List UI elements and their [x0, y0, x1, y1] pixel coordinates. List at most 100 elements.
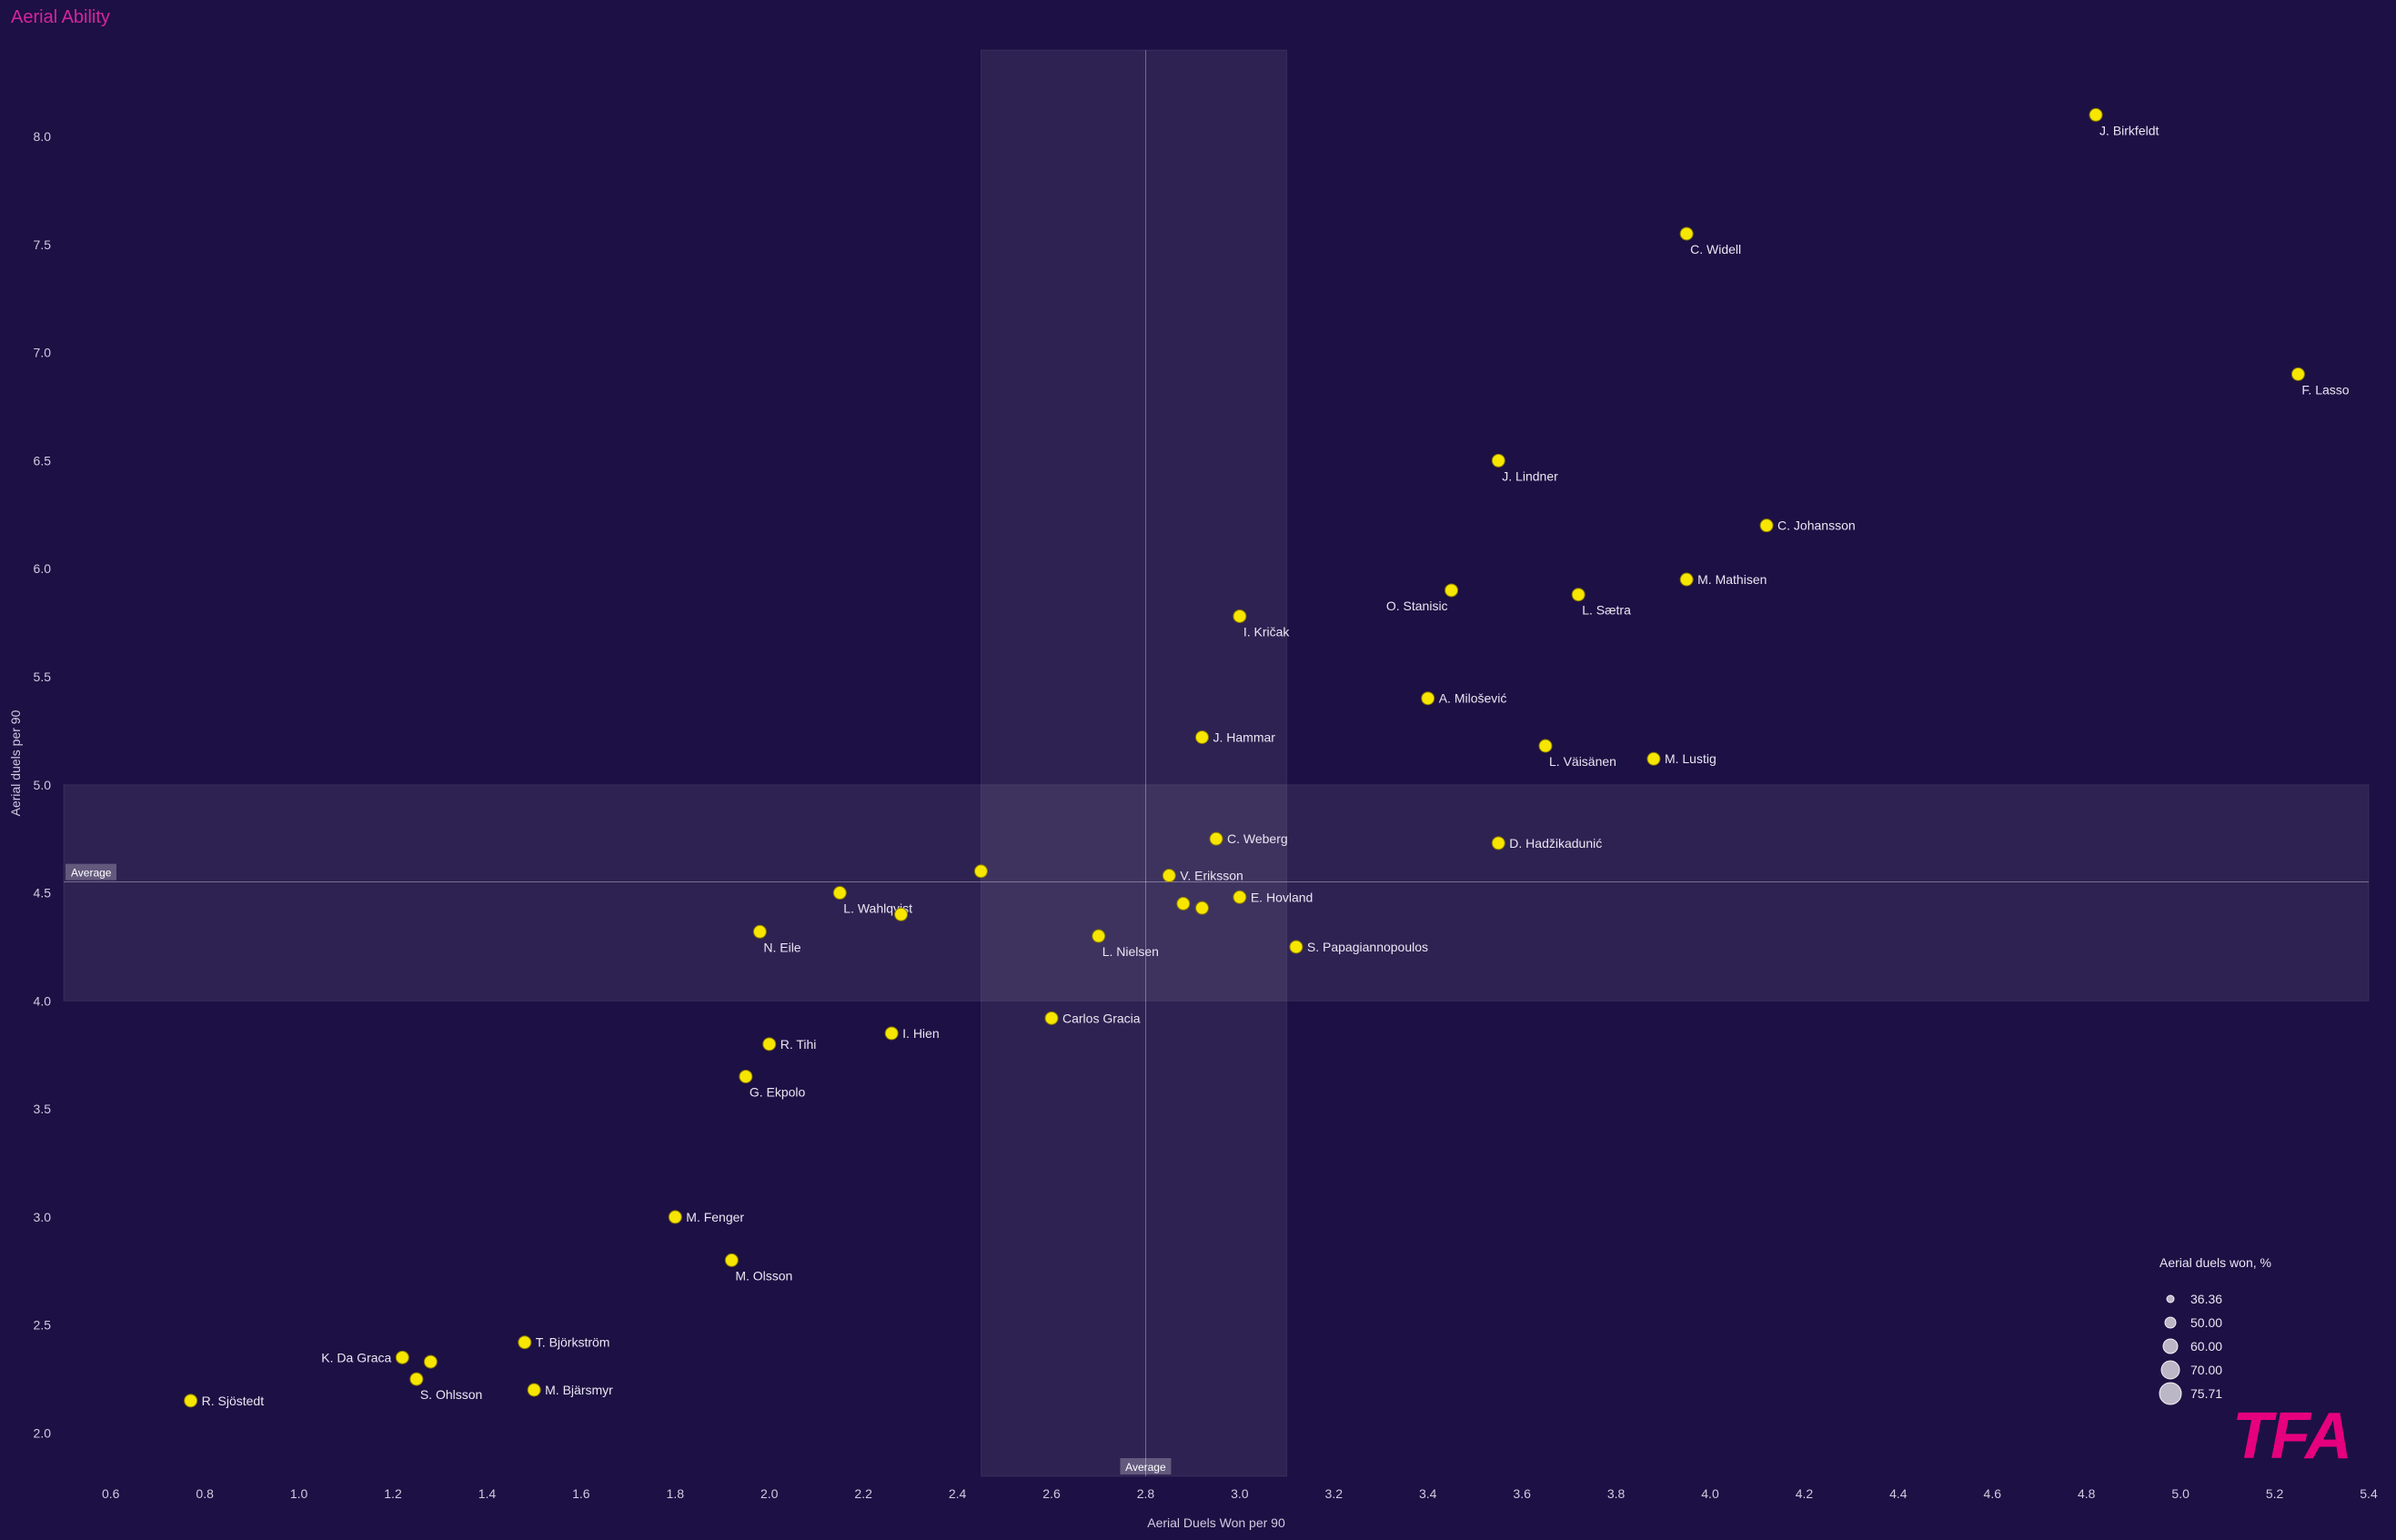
data-point[interactable] — [974, 865, 987, 878]
x-tick-label: 2.8 — [1137, 1486, 1155, 1501]
x-tick-label: 4.2 — [1796, 1486, 1814, 1501]
data-point[interactable] — [1445, 584, 1458, 597]
x-tick-label: 3.8 — [1607, 1486, 1626, 1501]
data-point[interactable] — [1233, 609, 1246, 622]
x-tick-label: 1.8 — [667, 1486, 685, 1501]
data-point[interactable] — [1163, 870, 1175, 882]
data-point-label: G. Ekpolo — [750, 1084, 806, 1099]
data-point[interactable] — [1233, 891, 1246, 903]
y-tick-label: 2.5 — [34, 1318, 52, 1333]
data-point-label: S. Ohlsson — [420, 1387, 482, 1402]
y-tick-label: 7.0 — [34, 346, 52, 360]
data-point[interactable] — [1195, 730, 1208, 743]
data-point[interactable] — [1647, 752, 1660, 765]
y-tick-label: 2.0 — [34, 1425, 52, 1440]
data-point[interactable] — [1422, 692, 1435, 705]
data-point[interactable] — [2291, 367, 2304, 380]
data-point[interactable] — [2089, 108, 2102, 121]
data-point[interactable] — [740, 1070, 752, 1082]
x-tick-label: 1.2 — [384, 1486, 402, 1501]
legend-marker-icon — [2167, 1295, 2174, 1303]
data-point-label: S. Papagiannopoulos — [1307, 940, 1428, 954]
x-tick-label: 0.8 — [196, 1486, 214, 1501]
x-tick-label: 4.6 — [1984, 1486, 2002, 1501]
data-point[interactable] — [885, 1027, 898, 1040]
data-point-label: M. Mathisen — [1697, 572, 1767, 587]
data-point[interactable] — [725, 1253, 738, 1266]
x-tick-label: 2.6 — [1042, 1486, 1061, 1501]
data-point[interactable] — [185, 1394, 197, 1407]
data-point-label: N. Eile — [763, 940, 800, 954]
legend-marker-icon — [2159, 1383, 2181, 1404]
data-point-label: F. Lasso — [2301, 382, 2349, 397]
data-point-label: E. Hovland — [1251, 890, 1313, 904]
data-point[interactable] — [410, 1373, 423, 1385]
x-tick-label: 2.2 — [854, 1486, 872, 1501]
x-tick-label: 4.8 — [2078, 1486, 2096, 1501]
y-axis-label: Aerial duels per 90 — [8, 710, 23, 816]
data-point[interactable] — [753, 925, 766, 938]
y-tick-label: 7.5 — [34, 237, 52, 252]
data-point[interactable] — [1760, 519, 1773, 532]
data-point-label: I. Kričak — [1243, 624, 1291, 639]
y-tick-label: 5.5 — [34, 669, 52, 684]
data-point-label: R. Tihi — [780, 1037, 817, 1052]
chart-title: Aerial Ability — [0, 0, 2396, 32]
y-tick-label: 3.0 — [34, 1210, 52, 1224]
data-point[interactable] — [1492, 837, 1505, 850]
x-tick-label: 4.0 — [1701, 1486, 1719, 1501]
data-point-label: C. Johansson — [1777, 518, 1856, 533]
data-point[interactable] — [1195, 901, 1208, 914]
y-tick-label: 4.5 — [34, 886, 52, 901]
data-point-label: L. Sætra — [1582, 603, 1631, 618]
x-tick-label: 4.4 — [1889, 1486, 1908, 1501]
x-tick-label: 5.0 — [2171, 1486, 2190, 1501]
data-point-label: M. Olsson — [735, 1268, 792, 1283]
x-tick-label: 3.4 — [1419, 1486, 1437, 1501]
avg-label-y: Average — [71, 867, 112, 880]
legend-item-label: 36.36 — [2190, 1292, 2222, 1306]
data-point-label: J. Birkfeldt — [2099, 123, 2159, 137]
data-point[interactable] — [528, 1384, 540, 1396]
data-point-label: C. Weberg — [1227, 831, 1288, 846]
y-tick-label: 6.5 — [34, 453, 52, 468]
data-point[interactable] — [1539, 740, 1552, 752]
data-point-label: T. Björkström — [536, 1335, 610, 1350]
data-point[interactable] — [1092, 930, 1105, 942]
legend-title: Aerial duels won, % — [2159, 1255, 2271, 1270]
y-tick-label: 5.0 — [34, 778, 52, 792]
legend-item-label: 70.00 — [2190, 1363, 2222, 1377]
data-point[interactable] — [396, 1351, 408, 1364]
data-point[interactable] — [1177, 897, 1190, 910]
x-tick-label: 2.0 — [760, 1486, 779, 1501]
data-point[interactable] — [518, 1336, 531, 1349]
data-point-label: L. Väisänen — [1549, 754, 1616, 769]
data-point[interactable] — [833, 887, 846, 900]
data-point-label: V. Eriksson — [1180, 869, 1243, 883]
data-point[interactable] — [1680, 227, 1693, 240]
data-point[interactable] — [1045, 1012, 1058, 1024]
legend-item-label: 50.00 — [2190, 1315, 2222, 1330]
data-point[interactable] — [1492, 454, 1505, 467]
data-point-label: C. Widell — [1690, 242, 1741, 257]
x-tick-label: 3.2 — [1325, 1486, 1344, 1501]
x-tick-label: 3.0 — [1231, 1486, 1249, 1501]
data-point[interactable] — [1572, 589, 1585, 601]
avg-label-x: Average — [1125, 1461, 1166, 1474]
data-point[interactable] — [1290, 941, 1303, 953]
data-point-label: J. Hammar — [1213, 730, 1275, 744]
x-tick-label: 1.4 — [478, 1486, 497, 1501]
data-point[interactable] — [1680, 573, 1693, 586]
legend-marker-icon — [2163, 1339, 2178, 1354]
data-point[interactable] — [424, 1355, 437, 1368]
data-point[interactable] — [1210, 832, 1223, 845]
data-point-label: M. Fenger — [686, 1210, 744, 1224]
data-point-label: R. Sjöstedt — [202, 1394, 265, 1408]
data-point[interactable] — [895, 908, 908, 921]
y-tick-label: 4.0 — [34, 993, 52, 1008]
data-point[interactable] — [763, 1038, 776, 1051]
legend-marker-icon — [2165, 1317, 2176, 1328]
x-tick-label: 1.0 — [290, 1486, 308, 1501]
data-point[interactable] — [669, 1211, 681, 1223]
y-tick-label: 6.0 — [34, 561, 52, 576]
